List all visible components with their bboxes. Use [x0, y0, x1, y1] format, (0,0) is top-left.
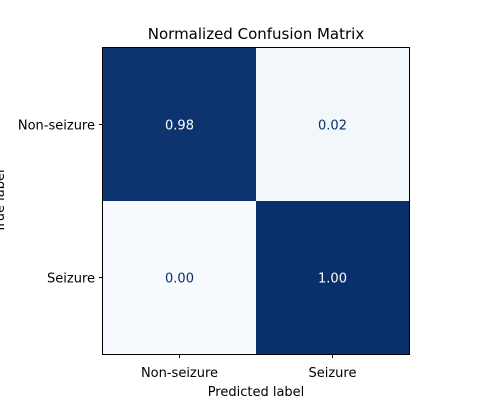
- matrix-cell-r0-c1: [256, 48, 409, 201]
- x-tick-label: Non-seizure: [141, 366, 218, 381]
- x-axis-ticks: Non-seizure Seizure: [141, 354, 357, 381]
- chart-title: Normalized Confusion Matrix: [148, 25, 365, 43]
- x-tick-label: Seizure: [309, 366, 357, 381]
- y-axis-ticks: Non-seizure Seizure: [18, 119, 103, 287]
- y-axis-label: True label: [0, 169, 8, 233]
- cell-value-label-r1-c0: 0.00: [165, 272, 194, 287]
- cell-value-label-r0-c1: 0.02: [318, 119, 347, 134]
- matrix-cell-r1-c1: [256, 201, 409, 354]
- plot-frame: [102, 47, 410, 355]
- cell-value-label-r1-c1: 1.00: [318, 272, 347, 287]
- matrix-cells: 0.98 0.02 0.00 1.00: [103, 48, 409, 354]
- y-tick-label: Seizure: [47, 272, 95, 287]
- x-axis-label: Predicted label: [208, 385, 305, 400]
- matrix-cell-r1-c0: [103, 201, 256, 354]
- matrix-cell-r0-c0: [103, 48, 256, 201]
- cell-value-label-r0-c0: 0.98: [165, 119, 194, 134]
- y-tick-label: Non-seizure: [18, 119, 95, 134]
